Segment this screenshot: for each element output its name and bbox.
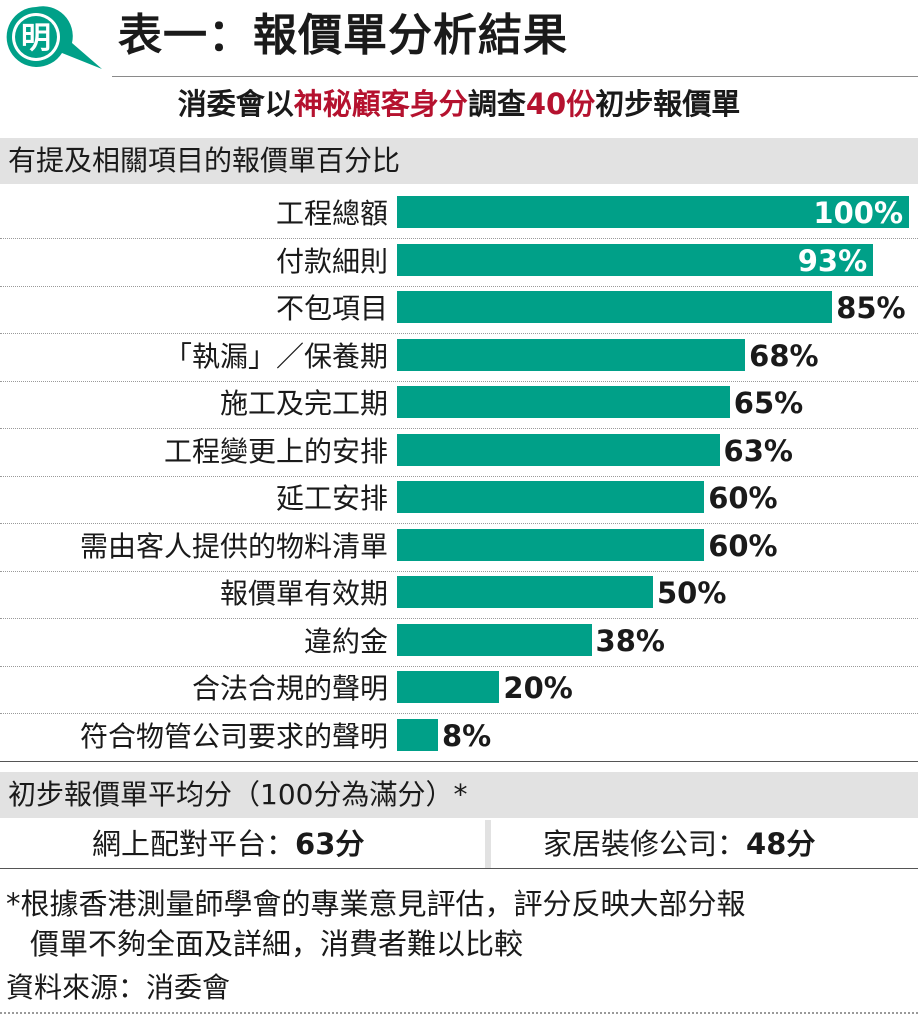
bar-category-label: 工程總額 [275, 197, 388, 230]
bar-value-label: 100% [813, 196, 903, 230]
bar-category-label: 合法合規的聲明 [191, 672, 388, 705]
row-separator [0, 380, 918, 382]
row-separator [0, 713, 918, 714]
bar-value-label: 85% [836, 291, 906, 325]
bar-value-label: 38% [595, 623, 665, 658]
row-separator [0, 523, 918, 524]
bar-row: 施工及完工期 65% [0, 382, 918, 429]
score-renovation-company: 家居裝修公司：48分 [543, 820, 815, 868]
score-label: 網上配對平台： [92, 827, 296, 861]
header: 明 表一：報價單分析結果 [0, 0, 918, 78]
page-title: 表一：報價單分析結果 [118, 10, 568, 61]
bar-row: 合法合規的聲明 20% [0, 667, 918, 714]
score-value: 48分 [746, 827, 816, 861]
bar-category-label: 付款細則 [275, 244, 388, 278]
row-separator [0, 238, 918, 239]
bar-value-label: 68% [749, 338, 819, 373]
subtitle: 消委會以神秘顧客身分調查40份初步報價單 [0, 82, 918, 126]
bar-category-label: 違約金 [303, 624, 388, 658]
subtitle-part2: 調查 [467, 87, 526, 121]
bar [397, 243, 874, 276]
subtitle-highlight-1: 神秘顧客身分 [293, 87, 468, 121]
bar-chart: 工程總額 100% 付款細則 93% 不包項目 85% 「執漏」／保養期 68% 施工及完工期 6… [0, 192, 918, 762]
chart-bottom-divider [0, 761, 918, 762]
scores-title: 初步報價單平均分（100分為滿分）* [0, 772, 918, 818]
scores-divider [0, 868, 918, 869]
bar-category-label: 工程變更上的安排 [163, 434, 388, 468]
bar-row: 延工安排 60% [0, 477, 918, 524]
bar-category-label: 不包項目 [275, 292, 388, 325]
scores-row: 網上配對平台：63分 家居裝修公司：48分 [0, 820, 918, 868]
row-separator [0, 285, 918, 287]
bar-row: 符合物管公司要求的聲明 8% [0, 715, 918, 762]
bar [397, 291, 833, 323]
bar [397, 576, 653, 608]
chart-title: 有提及相關項目的報價單百分比 [0, 138, 918, 184]
bar-category-label: 施工及完工期 [219, 387, 388, 420]
bar [397, 671, 500, 703]
bar-category-label: 報價單有效期 [219, 577, 388, 610]
bar [397, 386, 730, 418]
bar-row: 報價單有效期 50% [0, 572, 918, 619]
bar-value-label: 60% [708, 481, 778, 515]
score-online-platform: 網上配對平台：63分 [92, 820, 364, 868]
bar-category-label: 需由客人提供的物料清單 [79, 529, 388, 563]
bar-value-label: 20% [503, 671, 573, 705]
bar-value-label: 65% [733, 386, 804, 420]
bottom-divider [0, 1012, 918, 1014]
bar-category-label: 「執漏」／保養期 [163, 339, 388, 373]
row-separator [0, 570, 918, 572]
bar [397, 623, 592, 656]
bar-row: 需由客人提供的物料清單 60% [0, 525, 918, 572]
bar-category-label: 延工安排 [275, 482, 388, 515]
ming-pao-logo: 明 [6, 6, 103, 69]
bar-row: 違約金 38% [0, 620, 918, 667]
subtitle-part1: 消委會以 [177, 87, 294, 121]
row-separator [0, 428, 918, 429]
bar [397, 338, 746, 371]
bar-row: 工程變更上的安排 63% [0, 430, 918, 477]
svg-text:明: 明 [21, 21, 51, 56]
score-value: 63分 [295, 827, 365, 861]
bar [397, 433, 720, 466]
bar-row: 付款細則 93% [0, 240, 918, 287]
bar [397, 528, 705, 561]
bar-value-label: 60% [708, 528, 778, 563]
row-separator [0, 333, 918, 334]
subtitle-highlight-2: 40份 [525, 87, 596, 121]
bar-row: 「執漏」／保養期 68% [0, 335, 918, 382]
bar [397, 481, 705, 513]
bar-value-label: 93% [797, 243, 868, 278]
bar-value-label: 8% [441, 718, 492, 753]
footnote-line-2: 價單不夠全面及詳細，消費者難以比較 [30, 927, 524, 961]
bar-row: 工程總額 100% [0, 192, 918, 239]
row-separator [0, 665, 918, 667]
row-separator [0, 618, 918, 619]
score-divider [485, 820, 491, 868]
bar-row: 不包項目 85% [0, 287, 918, 334]
bar-category-label: 符合物管公司要求的聲明 [79, 719, 388, 753]
subtitle-part3: 初步報價單 [595, 87, 741, 121]
source-credit: 資料來源：消委會 [6, 971, 231, 1004]
bar-value-label: 50% [657, 576, 727, 610]
bar [397, 718, 438, 751]
row-separator [0, 475, 918, 477]
bar-value-label: 63% [723, 433, 793, 468]
bar [397, 196, 909, 228]
title-divider [112, 76, 918, 77]
footnote-line-1: *根據香港測量師學會的專業意見評估，評分反映大部分報 [6, 887, 746, 921]
score-label: 家居裝修公司： [543, 827, 747, 861]
